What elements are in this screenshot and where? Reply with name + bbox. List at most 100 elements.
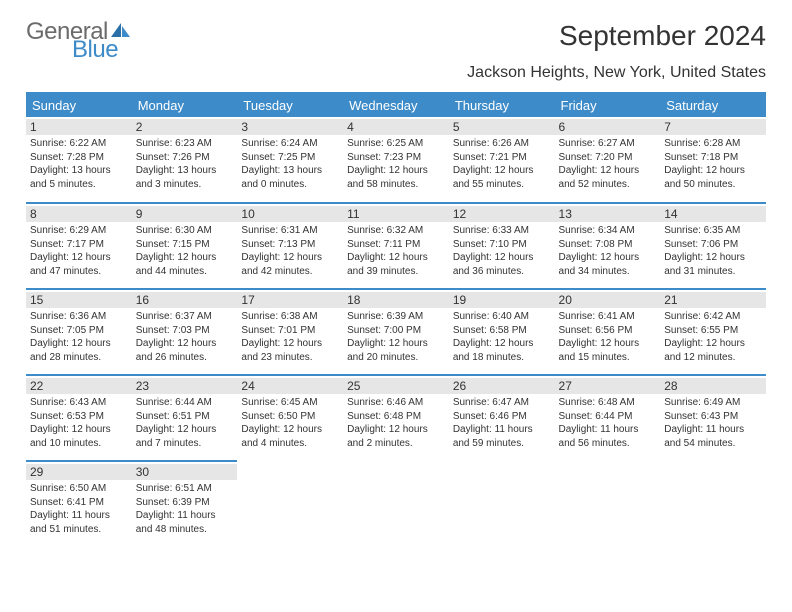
daylight-line: Daylight: 11 hours and 59 minutes. <box>453 424 533 449</box>
calendar-week-row: 8 Sunrise: 6:29 AM Sunset: 7:17 PM Daylight… <box>26 203 766 289</box>
day-info: Sunrise: 6:32 AMSunset: 7:11 PMDaylight:… <box>347 224 445 278</box>
daylight-line: Daylight: 12 hours and 18 minutes. <box>453 338 534 363</box>
calendar-day-cell: 24Sunrise: 6:45 AMSunset: 6:50 PMDayligh… <box>237 375 343 461</box>
day-number: 6 <box>555 119 661 135</box>
sunset-line: Sunset: 7:17 PM <box>30 239 104 250</box>
daylight-line: Daylight: 12 hours and 31 minutes. <box>664 252 745 277</box>
day-info: Sunrise: 6:37 AMSunset: 7:03 PMDaylight:… <box>136 310 234 364</box>
sunset-line: Sunset: 7:23 PM <box>347 152 421 163</box>
calendar-week-row: 29Sunrise: 6:50 AMSunset: 6:41 PMDayligh… <box>26 461 766 547</box>
calendar-day-cell: 3Sunrise: 6:24 AMSunset: 7:25 PMDaylight… <box>237 117 343 203</box>
day-info: Sunrise: 6:34 AMSunset: 7:08 PMDaylight:… <box>559 224 657 278</box>
day-info: Sunrise: 6:44 AMSunset: 6:51 PMDaylight:… <box>136 396 234 450</box>
sunrise-line: Sunrise: 6:27 AM <box>559 138 635 149</box>
day-info: Sunrise: 6:30 AMSunset: 7:15 PMDaylight:… <box>136 224 234 278</box>
day-number: 25 <box>343 378 449 394</box>
calendar-day-cell: 12 Sunrise: 6:33 AMSunset: 7:10 PMDayligh… <box>449 203 555 289</box>
day-info: Sunrise: 6:33 AMSunset: 7:10 PMDaylight:… <box>453 224 551 278</box>
day-info: Sunrise: 6:47 AMSunset: 6:46 PMDaylight:… <box>453 396 551 450</box>
daylight-line: Daylight: 12 hours and 10 minutes. <box>30 424 111 449</box>
sunrise-line: Sunrise: 6:31 AM <box>241 225 317 236</box>
day-number: 30 <box>132 464 238 480</box>
sunset-line: Sunset: 7:00 PM <box>347 325 421 336</box>
weekday-header: Friday <box>555 93 661 117</box>
sunrise-line: Sunrise: 6:43 AM <box>30 397 106 408</box>
sunrise-line: Sunrise: 6:34 AM <box>559 225 635 236</box>
calendar-day-cell: 30Sunrise: 6:51 AMSunset: 6:39 PMDayligh… <box>132 461 238 547</box>
sunrise-line: Sunrise: 6:28 AM <box>664 138 740 149</box>
day-number: 12 <box>449 206 555 222</box>
daylight-line: Daylight: 12 hours and 15 minutes. <box>559 338 640 363</box>
day-number: 18 <box>343 292 449 308</box>
sunset-line: Sunset: 6:39 PM <box>136 497 210 508</box>
daylight-line: Daylight: 13 hours and 3 minutes. <box>136 165 217 190</box>
daylight-line: Daylight: 11 hours and 56 minutes. <box>559 424 639 449</box>
daylight-line: Daylight: 12 hours and 2 minutes. <box>347 424 428 449</box>
sunrise-line: Sunrise: 6:30 AM <box>136 225 212 236</box>
sunset-line: Sunset: 6:48 PM <box>347 411 421 422</box>
calendar-day-cell: 20Sunrise: 6:41 AMSunset: 6:56 PMDayligh… <box>555 289 661 375</box>
day-number: 10 <box>237 206 343 222</box>
calendar-day-cell <box>449 461 555 547</box>
day-info: Sunrise: 6:22 AMSunset: 7:28 PMDaylight:… <box>30 137 128 191</box>
day-number: 7 <box>660 119 766 135</box>
day-number: 15 <box>26 292 132 308</box>
sunset-line: Sunset: 6:56 PM <box>559 325 633 336</box>
day-number: 23 <box>132 378 238 394</box>
day-number: 19 <box>449 292 555 308</box>
day-number: 4 <box>343 119 449 135</box>
sunrise-line: Sunrise: 6:25 AM <box>347 138 423 149</box>
day-info: Sunrise: 6:25 AMSunset: 7:23 PMDaylight:… <box>347 137 445 191</box>
day-number: 3 <box>237 119 343 135</box>
calendar-day-cell: 7Sunrise: 6:28 AMSunset: 7:18 PMDaylight… <box>660 117 766 203</box>
calendar-day-cell: 19 Sunrise: 6:40 AM Sunset: 6:58 PM Dayligh… <box>449 289 555 375</box>
day-number: 20 <box>555 292 661 308</box>
sunset-line: Sunset: 7:05 PM <box>30 325 104 336</box>
weekday-header: Sunday <box>26 93 132 117</box>
day-info: Sunrise: 6:26 AMSunset: 7:21 PMDaylight:… <box>453 137 551 191</box>
sunset-line: Sunset: 7:18 PM <box>664 152 738 163</box>
weekday-header: Tuesday <box>237 93 343 117</box>
day-number: 13 <box>555 206 661 222</box>
sunset-line: Sunset: 6:46 PM <box>453 411 527 422</box>
day-info: Sunrise: 6:43 AMSunset: 6:53 PMDaylight:… <box>30 396 128 450</box>
day-info: Sunrise: 6:29 AMSunset: 7:17 PMDaylight:… <box>30 224 128 278</box>
day-number: 28 <box>660 378 766 394</box>
daylight-line: Daylight: 12 hours and 4 minutes. <box>241 424 322 449</box>
day-number: 8 <box>26 206 132 222</box>
location-subtitle: Jackson Heights, New York, United States <box>26 64 766 82</box>
day-info: Sunrise: 6:40 AM Sunset: 6:58 PM Daylight:… <box>453 310 551 364</box>
daylight-line: Daylight: 12 hours and 52 minutes. <box>559 165 640 190</box>
sunrise-line: Sunrise: 6:46 AM <box>347 397 423 408</box>
sunrise-line: Sunrise: 6:23 AM <box>136 138 212 149</box>
sunset-line: Sunset: 7:25 PM <box>241 152 315 163</box>
sunrise-line: Sunrise: 6:26 AM <box>453 138 529 149</box>
weekday-header: Wednesday <box>343 93 449 117</box>
sunset-line: Sunset: 6:58 PM <box>453 325 527 336</box>
calendar-day-cell: 28Sunrise: 6:49 AMSunset: 6:43 PMDayligh… <box>660 375 766 461</box>
sunrise-line: Sunrise: 6:50 AM <box>30 483 106 494</box>
calendar-week-row: 1Sunrise: 6:22 AMSunset: 7:28 PMDaylight… <box>26 117 766 203</box>
page-title: September 2024 <box>559 20 766 52</box>
calendar-day-cell: 1Sunrise: 6:22 AMSunset: 7:28 PMDaylight… <box>26 117 132 203</box>
day-info: Sunrise: 6:48 AMSunset: 6:44 PMDaylight:… <box>559 396 657 450</box>
day-number: 17 <box>237 292 343 308</box>
calendar-day-cell: 23 Sunrise: 6:44 AMSunset: 6:51 PMDayligh… <box>132 375 238 461</box>
calendar-day-cell <box>660 461 766 547</box>
sunrise-line: Sunrise: 6:40 AM <box>453 311 529 322</box>
sunrise-line: Sunrise: 6:29 AM <box>30 225 106 236</box>
weekday-header: Saturday <box>660 93 766 117</box>
daylight-line: Daylight: 12 hours and 7 minutes. <box>136 424 217 449</box>
weekday-header: Thursday <box>449 93 555 117</box>
day-number: 16 <box>132 292 238 308</box>
sunrise-line: Sunrise: 6:37 AM <box>136 311 212 322</box>
sunset-line: Sunset: 6:55 PM <box>664 325 738 336</box>
day-info: Sunrise: 6:45 AMSunset: 6:50 PMDaylight:… <box>241 396 339 450</box>
calendar-day-cell: 22Sunrise: 6:43 AMSunset: 6:53 PMDayligh… <box>26 375 132 461</box>
sunset-line: Sunset: 6:51 PM <box>136 411 210 422</box>
daylight-line: Daylight: 12 hours and 36 minutes. <box>453 252 534 277</box>
sunrise-line: Sunrise: 6:39 AM <box>347 311 423 322</box>
day-info: Sunrise: 6:31 AMSunset: 7:13 PMDaylight:… <box>241 224 339 278</box>
day-info: Sunrise: 6:39 AMSunset: 7:00 PMDaylight:… <box>347 310 445 364</box>
daylight-line: Daylight: 11 hours and 48 minutes. <box>136 510 216 535</box>
